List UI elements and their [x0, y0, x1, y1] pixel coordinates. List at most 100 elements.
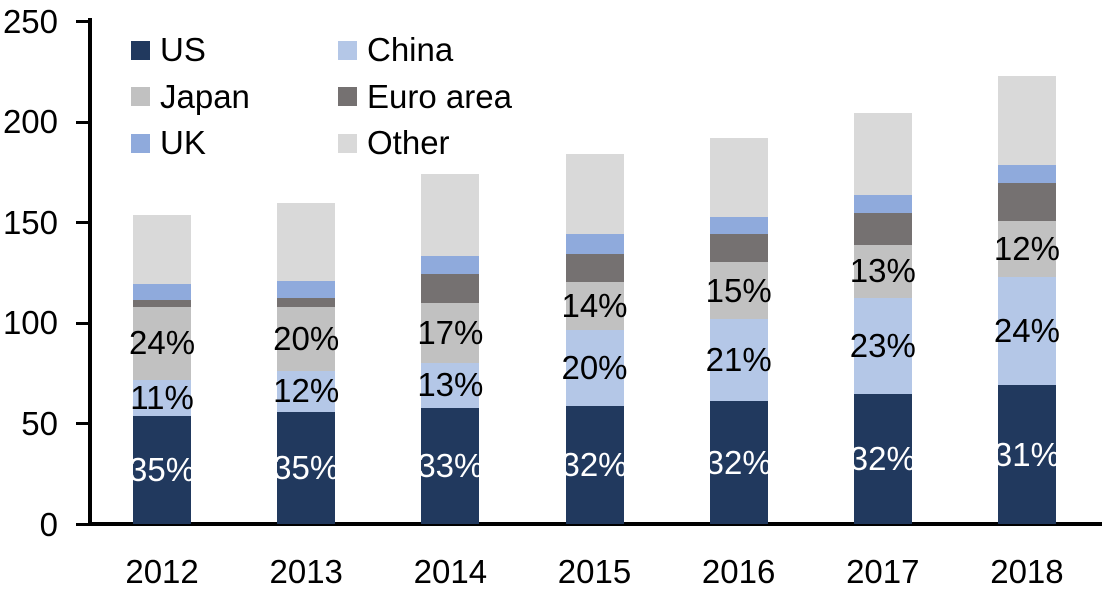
- bar-segment-us: [277, 411, 336, 525]
- y-tick-label: 150: [2, 203, 58, 241]
- segment-label-japan: 13%: [849, 252, 916, 290]
- legend-swatch-icon: [131, 40, 150, 60]
- bar-segment-china: [853, 298, 912, 394]
- legend-item-euro-area: Euro area: [338, 78, 512, 116]
- segment-label-us: 35%: [129, 451, 196, 489]
- y-tick-label: 200: [2, 103, 58, 141]
- y-tick-label: 100: [2, 304, 58, 342]
- y-tick-mark: [76, 523, 90, 526]
- segment-label-china: 24%: [993, 311, 1060, 349]
- bar-segment-other: [277, 202, 336, 282]
- segment-label-china: 21%: [705, 341, 772, 379]
- y-tick-label: 250: [2, 2, 58, 40]
- bar-segment-euro-area: [709, 233, 768, 262]
- bar-segment-uk: [133, 284, 192, 301]
- bar-segment-euro-area: [565, 253, 624, 283]
- legend-swatch-icon: [131, 133, 150, 153]
- y-tick-mark: [76, 321, 90, 325]
- y-tick-mark: [76, 20, 90, 23]
- segment-label-japan: 17%: [417, 313, 484, 351]
- bar-segment-us: [709, 400, 768, 525]
- bar-segment-other: [421, 174, 480, 256]
- bar-segment-euro-area: [997, 183, 1056, 221]
- x-tick-label: 2014: [413, 553, 488, 590]
- legend-label: US: [160, 31, 206, 68]
- bar-segment-japan: [421, 303, 480, 363]
- bar-segment-china: [709, 319, 768, 401]
- segment-label-us: 35%: [273, 449, 340, 487]
- bar-segment-other: [997, 75, 1056, 166]
- segment-label-china: 23%: [849, 326, 916, 364]
- bar-segment-us: [133, 415, 192, 525]
- segment-label-us: 32%: [705, 443, 772, 481]
- segment-label-japan: 24%: [129, 324, 196, 362]
- bar-segment-euro-area: [277, 298, 336, 308]
- legend-swatch-icon: [338, 87, 357, 106]
- x-tick-label: 2015: [557, 553, 632, 590]
- legend-item-china: China: [338, 31, 453, 69]
- bar-segment-uk: [709, 216, 768, 234]
- bar-segment-other: [133, 214, 192, 285]
- legend-item-uk: UK: [131, 124, 206, 162]
- bar-segment-euro-area: [421, 274, 480, 304]
- bar-segment-euro-area: [133, 300, 192, 308]
- legend-swatch-icon: [338, 40, 357, 60]
- bar-segment-japan: [565, 282, 624, 331]
- segment-label-china: 12%: [273, 372, 340, 410]
- y-tick-label: 50: [21, 404, 58, 442]
- segment-label-china: 13%: [417, 366, 484, 404]
- bar-segment-us: [997, 384, 1056, 525]
- legend-label: Euro area: [367, 77, 512, 115]
- legend-label: Other: [367, 124, 450, 161]
- segment-label-us: 31%: [993, 435, 1060, 473]
- bar-segment-us: [421, 407, 480, 525]
- x-tick-label: 2016: [701, 553, 776, 590]
- segment-label-japan: 20%: [273, 319, 340, 357]
- y-tick-label: 0: [39, 505, 58, 543]
- bar-segment-other: [565, 154, 624, 234]
- legend-swatch-icon: [131, 87, 150, 106]
- segment-label-japan: 15%: [705, 271, 772, 309]
- bar-segment-uk: [277, 281, 336, 299]
- bar-segment-japan: [997, 220, 1056, 278]
- segment-label-japan: 14%: [561, 287, 628, 325]
- bar-segment-us: [853, 393, 912, 525]
- x-tick-label: 2018: [990, 553, 1064, 590]
- legend-label: China: [367, 31, 454, 68]
- bar-segment-uk: [565, 233, 624, 254]
- bar-segment-uk: [997, 165, 1056, 184]
- legend-item-japan: Japan: [131, 78, 250, 116]
- legend-item-us: US: [131, 31, 206, 69]
- y-tick-mark: [76, 120, 90, 124]
- y-tick-mark: [76, 221, 90, 225]
- bar-segment-china: [133, 379, 192, 416]
- legend-swatch-icon: [338, 133, 357, 153]
- segment-label-china: 11%: [130, 378, 194, 416]
- x-tick-label: 2013: [269, 553, 343, 590]
- bar-segment-other: [709, 138, 768, 217]
- bar-segment-china: [277, 370, 336, 412]
- bar-segment-us: [565, 405, 624, 525]
- x-tick-label: 2017: [846, 553, 920, 590]
- segment-label-us: 33%: [417, 447, 484, 485]
- legend-label: Japan: [160, 77, 250, 115]
- bar-segment-china: [565, 330, 624, 406]
- legend-label: UK: [160, 124, 206, 161]
- bar-segment-japan: [853, 244, 912, 299]
- bar-segment-euro-area: [853, 212, 912, 245]
- bar-segment-japan: [709, 261, 768, 320]
- bar-segment-japan: [277, 307, 336, 371]
- segment-label-us: 32%: [561, 446, 628, 484]
- bar-segment-uk: [421, 255, 480, 274]
- legend-item-other: Other: [338, 124, 450, 162]
- segment-label-us: 32%: [849, 440, 916, 478]
- bar-segment-china: [421, 362, 480, 408]
- bar-segment-japan: [133, 307, 192, 380]
- bar-segment-other: [853, 113, 912, 195]
- bar-segment-china: [997, 277, 1056, 385]
- x-tick-label: 2012: [125, 553, 199, 590]
- bar-segment-uk: [853, 194, 912, 213]
- y-tick-mark: [76, 422, 90, 426]
- segment-label-china: 20%: [561, 349, 628, 387]
